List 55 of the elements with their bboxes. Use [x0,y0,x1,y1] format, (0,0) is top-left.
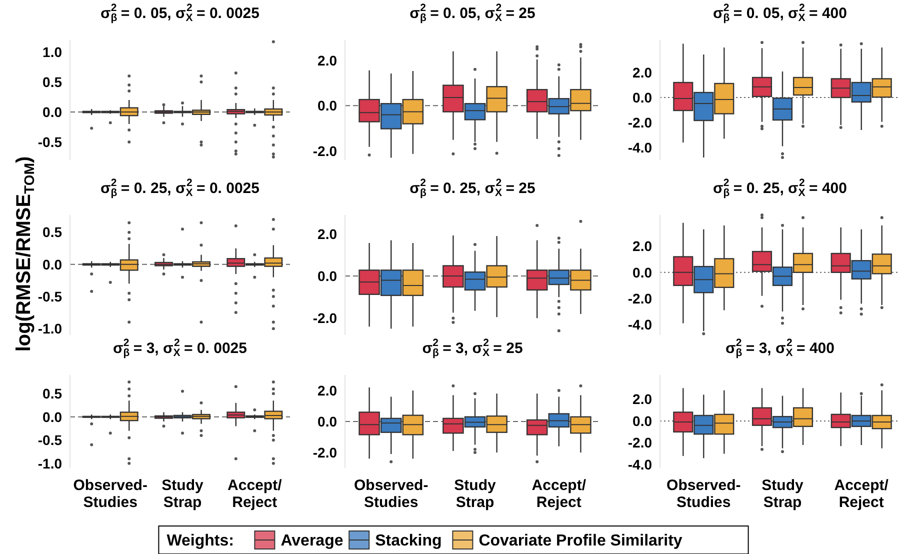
legend-label: Stacking [375,532,442,550]
chart-title: σ$_{β}$$^{2}$ = 3, σ$_{X}$$^{2}$ = 0. 0025 [113,337,247,359]
x-tick-label: Accept/Reject [532,477,587,511]
y-tick-label: -2.0 [312,142,338,159]
chart-title: σ$_{β}$$^{2}$ = 0. 05, σ$_{X}$$^{2}$ = 0. 0025 [100,2,260,24]
x-tick-label: Study Strap [762,477,804,511]
y-tick-label: 2.0 [318,382,338,398]
y-tick-label: -0.5 [38,432,62,448]
y-tick-label: -4.0 [628,456,652,473]
y-tick-label: 0.0 [318,413,338,430]
y-tick-label: 0.0 [632,264,652,280]
y-tick-label: -2.0 [312,310,338,326]
x-tick-label: Accept/Reject [834,477,890,511]
y-tick-label: 2.0 [632,390,652,407]
y-tick-label: 0.0 [42,408,62,425]
y-tick-label: -4.0 [628,139,652,156]
y-tick-label: 0.0 [632,412,652,429]
y-tick-label: -2.0 [312,444,338,460]
y-tick-label: 2.0 [632,238,652,254]
chart-title: σ$_{β}$$^{2}$ = 3, σ$_{X}$$^{2}$ = 400 [726,337,834,359]
y-tick-label: -1.0 [38,320,62,336]
y-tick-label: 0.0 [632,89,652,106]
y-tick-label: 2.0 [318,226,338,242]
y-tick-label: -2.0 [628,290,652,306]
y-tick-label: 0.5 [42,386,62,402]
y-tick-label: -2.0 [628,114,652,130]
y-tick-label: -1.0 [38,455,62,472]
y-tick-label: 0.0 [42,104,62,120]
y-tick-label: 0.0 [42,256,62,272]
chart-title: σ$_{β}$$^{2}$ = 0. 25, σ$_{X}$$^{2}$ = 0. 0025 [100,177,260,199]
y-tick-label: 0.5 [42,224,62,240]
x-tick-label: Accept/Reject [228,477,283,511]
chart-title: σ$_{β}$$^{2}$ = 0. 05, σ$_{X}$$^{2}$ = 25 [410,2,536,24]
x-tick-label: Study Strap [454,477,496,511]
y-tick-label: 2.0 [318,52,338,68]
legend-label: Covariate Profile Similarity [478,532,682,550]
y-tick-label: 0.0 [318,268,338,284]
y-tick-label: -4.0 [628,316,652,332]
y-tick-label: 2.0 [632,64,652,80]
legend-title: Weights: [166,532,234,550]
chart-title: σ$_{β}$$^{2}$ = 3, σ$_{X}$$^{2}$ = 25 [422,337,523,359]
y-tick-label: 0.0 [318,98,338,114]
y-tick-label: -0.5 [38,288,62,304]
y-tick-label: 0.5 [42,74,62,90]
legend-label: Average [280,532,344,550]
y-tick-label: -2.0 [628,434,652,451]
x-tick-label: Observed-Studies [73,477,148,511]
y-tick-label: -0.5 [38,134,62,150]
x-tick-label: Study Strap [162,477,204,511]
chart-title: σ$_{β}$$^{2}$ = 0. 25, σ$_{X}$$^{2}$ = 25 [410,177,536,199]
chart-title: σ$_{β}$$^{2}$ = 0. 05, σ$_{X}$$^{2}$ = 400 [713,2,847,24]
x-tick-label: Observed-Studies [666,477,741,511]
chart-title: σ$_{β}$$^{2}$ = 0. 25, σ$_{X}$$^{2}$ = 400 [713,177,847,199]
y-tick-label: 1.0 [42,44,62,60]
x-tick-label: Observed-Studies [354,477,428,511]
